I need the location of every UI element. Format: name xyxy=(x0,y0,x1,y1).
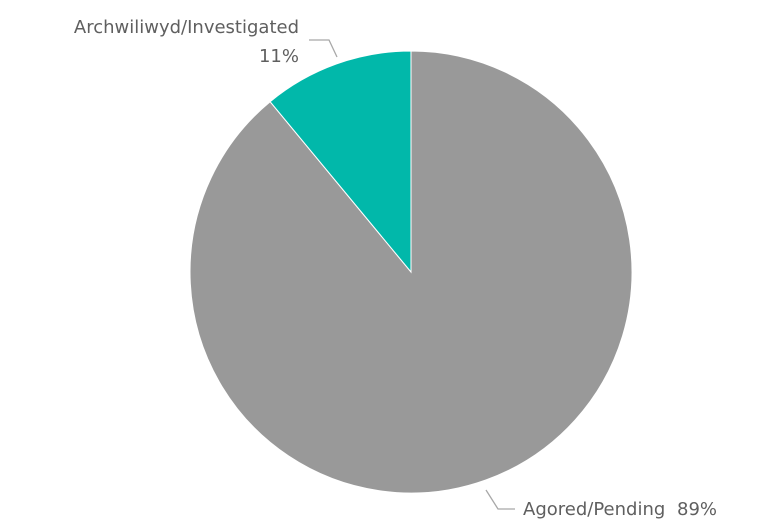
label-pending: Agored/Pending 89% xyxy=(523,499,717,520)
leader-line-pending xyxy=(485,489,515,510)
pie-slices xyxy=(189,50,633,494)
label-pending-value: 89% xyxy=(677,499,717,520)
value-label-investigated: 11% xyxy=(259,46,299,67)
label-pending-name: Agored/Pending xyxy=(523,499,665,520)
slice-investigated xyxy=(269,50,412,274)
leader-line-investigated xyxy=(309,39,338,58)
label-investigated: Archwiliwyd/Investigated xyxy=(74,17,299,38)
